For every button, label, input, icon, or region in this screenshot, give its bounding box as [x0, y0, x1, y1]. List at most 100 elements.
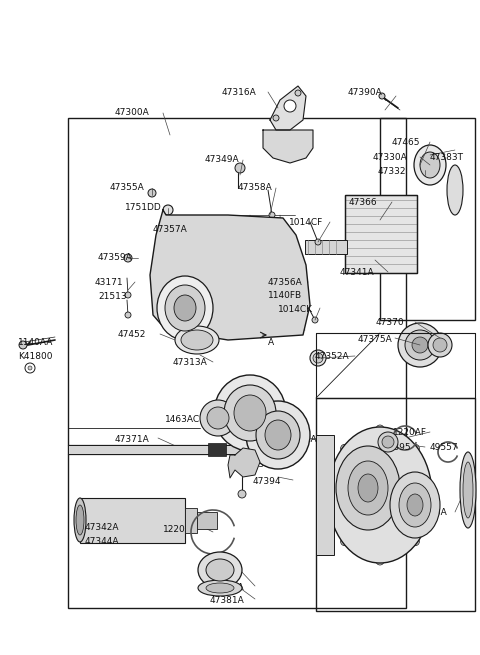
Text: 47395: 47395: [383, 443, 412, 452]
Ellipse shape: [295, 90, 301, 96]
Text: 47332: 47332: [378, 167, 407, 176]
Ellipse shape: [265, 420, 291, 450]
Ellipse shape: [411, 538, 420, 546]
Text: 47341A: 47341A: [340, 268, 374, 277]
Ellipse shape: [19, 341, 27, 349]
Ellipse shape: [256, 411, 300, 459]
Ellipse shape: [74, 498, 86, 542]
Polygon shape: [270, 86, 306, 130]
Ellipse shape: [148, 189, 156, 197]
Ellipse shape: [185, 245, 191, 251]
Ellipse shape: [157, 276, 213, 340]
Text: 47350A: 47350A: [413, 508, 448, 517]
Ellipse shape: [238, 490, 246, 498]
Ellipse shape: [412, 337, 428, 353]
Text: A: A: [268, 338, 274, 347]
Text: 47349A: 47349A: [205, 155, 240, 164]
Ellipse shape: [405, 330, 435, 360]
Ellipse shape: [125, 292, 131, 298]
Ellipse shape: [447, 165, 463, 215]
Ellipse shape: [428, 333, 452, 357]
Text: 47375A: 47375A: [358, 335, 393, 344]
Ellipse shape: [426, 491, 434, 499]
Ellipse shape: [163, 205, 173, 215]
Text: 47330A: 47330A: [373, 153, 408, 162]
Text: 47374A: 47374A: [210, 583, 245, 592]
Ellipse shape: [200, 400, 236, 436]
Text: 47352A: 47352A: [315, 352, 349, 361]
Ellipse shape: [181, 330, 213, 350]
Ellipse shape: [124, 254, 132, 262]
Text: 43171: 43171: [95, 278, 124, 287]
Text: 47452: 47452: [118, 330, 146, 339]
Text: 1014CK: 1014CK: [278, 305, 313, 314]
Ellipse shape: [398, 323, 442, 367]
Bar: [185, 508, 197, 533]
Ellipse shape: [336, 446, 400, 530]
Text: 1140FB: 1140FB: [268, 291, 302, 300]
Ellipse shape: [313, 353, 323, 363]
Text: 47344A: 47344A: [85, 537, 120, 546]
Ellipse shape: [312, 317, 318, 323]
Text: 47393A: 47393A: [248, 460, 283, 469]
Bar: [345, 195, 417, 273]
Ellipse shape: [420, 152, 440, 178]
Ellipse shape: [315, 239, 321, 245]
Ellipse shape: [206, 583, 234, 593]
Ellipse shape: [214, 375, 286, 451]
Text: 1140AA: 1140AA: [18, 338, 53, 347]
Text: 47300A: 47300A: [115, 108, 150, 117]
Text: 47356A: 47356A: [268, 278, 303, 287]
Ellipse shape: [235, 163, 245, 173]
Bar: [345, 195, 417, 273]
Ellipse shape: [382, 436, 394, 448]
Text: 47359A: 47359A: [98, 253, 133, 262]
Ellipse shape: [234, 395, 266, 431]
Bar: [316, 435, 334, 555]
Ellipse shape: [224, 385, 276, 441]
Text: 47390A: 47390A: [348, 88, 383, 97]
Text: 1751DD: 1751DD: [125, 203, 162, 212]
Text: 1014CF: 1014CF: [289, 218, 323, 227]
Text: 49557: 49557: [430, 443, 458, 452]
Text: K41800: K41800: [18, 352, 52, 361]
Text: 47366: 47366: [349, 198, 378, 207]
Ellipse shape: [376, 557, 384, 565]
Polygon shape: [150, 210, 310, 340]
Ellipse shape: [246, 401, 310, 469]
Ellipse shape: [460, 452, 476, 528]
Bar: [380, 118, 475, 320]
Ellipse shape: [463, 462, 473, 518]
Text: 47371A: 47371A: [115, 435, 150, 444]
Text: 1463AC: 1463AC: [165, 415, 200, 424]
Ellipse shape: [125, 312, 131, 318]
Bar: [316, 398, 475, 611]
Text: 47314A: 47314A: [348, 460, 383, 469]
Text: 1220AF: 1220AF: [393, 428, 427, 437]
Ellipse shape: [390, 472, 440, 538]
Ellipse shape: [28, 366, 32, 370]
Bar: [68, 118, 406, 608]
Text: 47348A: 47348A: [283, 435, 318, 444]
Bar: [68, 445, 278, 454]
Ellipse shape: [198, 552, 242, 588]
Ellipse shape: [376, 425, 384, 433]
Ellipse shape: [433, 338, 447, 352]
Text: 47394: 47394: [253, 477, 281, 486]
Ellipse shape: [284, 100, 296, 112]
Text: 47370: 47370: [376, 318, 405, 327]
Ellipse shape: [310, 350, 326, 366]
Bar: [305, 240, 347, 254]
Ellipse shape: [174, 295, 196, 321]
Ellipse shape: [378, 432, 398, 452]
Ellipse shape: [379, 93, 385, 99]
Ellipse shape: [414, 145, 446, 185]
Text: 47383T: 47383T: [430, 153, 464, 162]
Text: 47316A: 47316A: [222, 88, 257, 97]
Text: 47357A: 47357A: [153, 225, 188, 234]
Ellipse shape: [411, 444, 420, 453]
Ellipse shape: [76, 505, 84, 535]
Ellipse shape: [328, 427, 432, 563]
Ellipse shape: [175, 326, 219, 354]
Text: 47342A: 47342A: [85, 523, 120, 532]
